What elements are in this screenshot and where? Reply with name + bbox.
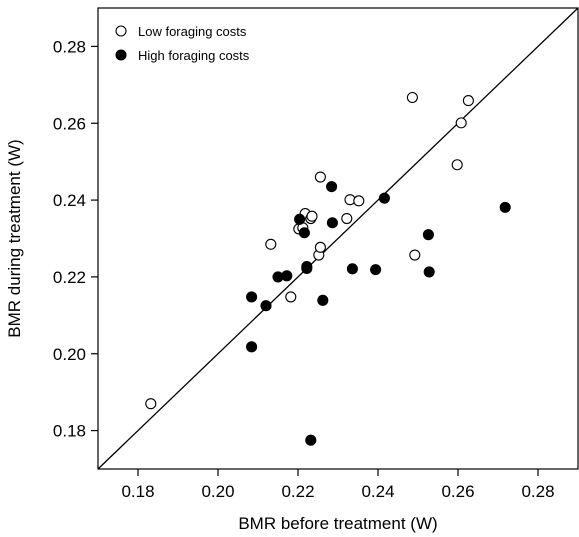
high-cost-point: [305, 434, 317, 446]
x-tick-label: 0.20: [201, 482, 234, 501]
low-cost-point: [314, 241, 326, 253]
low-cost-point: [409, 249, 421, 261]
plot-frame-rect: [97, 7, 579, 470]
high-cost-point: [246, 341, 258, 353]
high-cost-point: [423, 266, 435, 278]
high-cost-point: [326, 217, 338, 229]
low-cost-point: [406, 91, 418, 104]
x-tick-label: 0.22: [281, 482, 314, 501]
y-axis: 0.18 0.20 0.22 0.24 0.26 0.28: [53, 37, 98, 441]
y-tick-label: 0.26: [53, 114, 86, 133]
legend-filled-circle-icon: [115, 49, 127, 61]
identity-line: [97, 7, 579, 470]
low-cost-point: [314, 171, 326, 183]
low-cost-point: [462, 95, 474, 107]
legend-open-circle-icon: [115, 25, 127, 37]
high-cost-point: [346, 263, 358, 275]
low-cost-point: [145, 398, 157, 410]
high-cost-point: [378, 192, 390, 204]
high-cost-point: [298, 227, 310, 239]
y-tick-label: 0.22: [53, 268, 86, 287]
x-axis: 0.18 0.20 0.22 0.24 0.26 0.28: [121, 469, 555, 501]
low-cost-point: [451, 159, 463, 171]
x-tick-label: 0.26: [441, 482, 474, 501]
y-tick-label: 0.18: [53, 422, 86, 441]
high-cost-point: [301, 260, 313, 273]
low-cost-point: [341, 212, 353, 225]
high-cost-point: [260, 300, 272, 312]
low-cost-point: [265, 238, 277, 250]
plot-frame: [97, 7, 579, 470]
identity-line-group: [97, 7, 579, 470]
high-cost-point: [294, 213, 306, 225]
x-tick-label: 0.28: [521, 482, 554, 501]
high-cost-point: [370, 264, 382, 276]
high-cost-point: [422, 229, 434, 241]
x-tick-label: 0.24: [361, 482, 394, 501]
x-axis-label: BMR before treatment (W): [238, 514, 437, 533]
high-cost-point: [326, 181, 338, 193]
legend-entry-label: Low foraging costs: [138, 24, 247, 39]
high-cost-point: [246, 291, 258, 303]
y-tick-label: 0.20: [53, 345, 86, 364]
legend-entry-label: High foraging costs: [138, 48, 250, 63]
y-tick-label: 0.24: [53, 191, 86, 210]
low-cost-point: [455, 117, 467, 129]
legend: Low foraging costs High foraging costs: [115, 24, 250, 63]
low-cost-point: [353, 195, 365, 207]
data-points: [145, 91, 511, 446]
low-cost-point: [285, 291, 297, 303]
high-cost-point: [281, 270, 293, 282]
y-axis-label: BMR during treatment (W): [5, 139, 24, 337]
high-cost-point: [499, 201, 511, 213]
low-cost-point: [306, 210, 318, 222]
y-tick-label: 0.28: [53, 37, 86, 56]
x-tick-label: 0.18: [121, 482, 154, 501]
high-cost-point: [317, 294, 329, 306]
